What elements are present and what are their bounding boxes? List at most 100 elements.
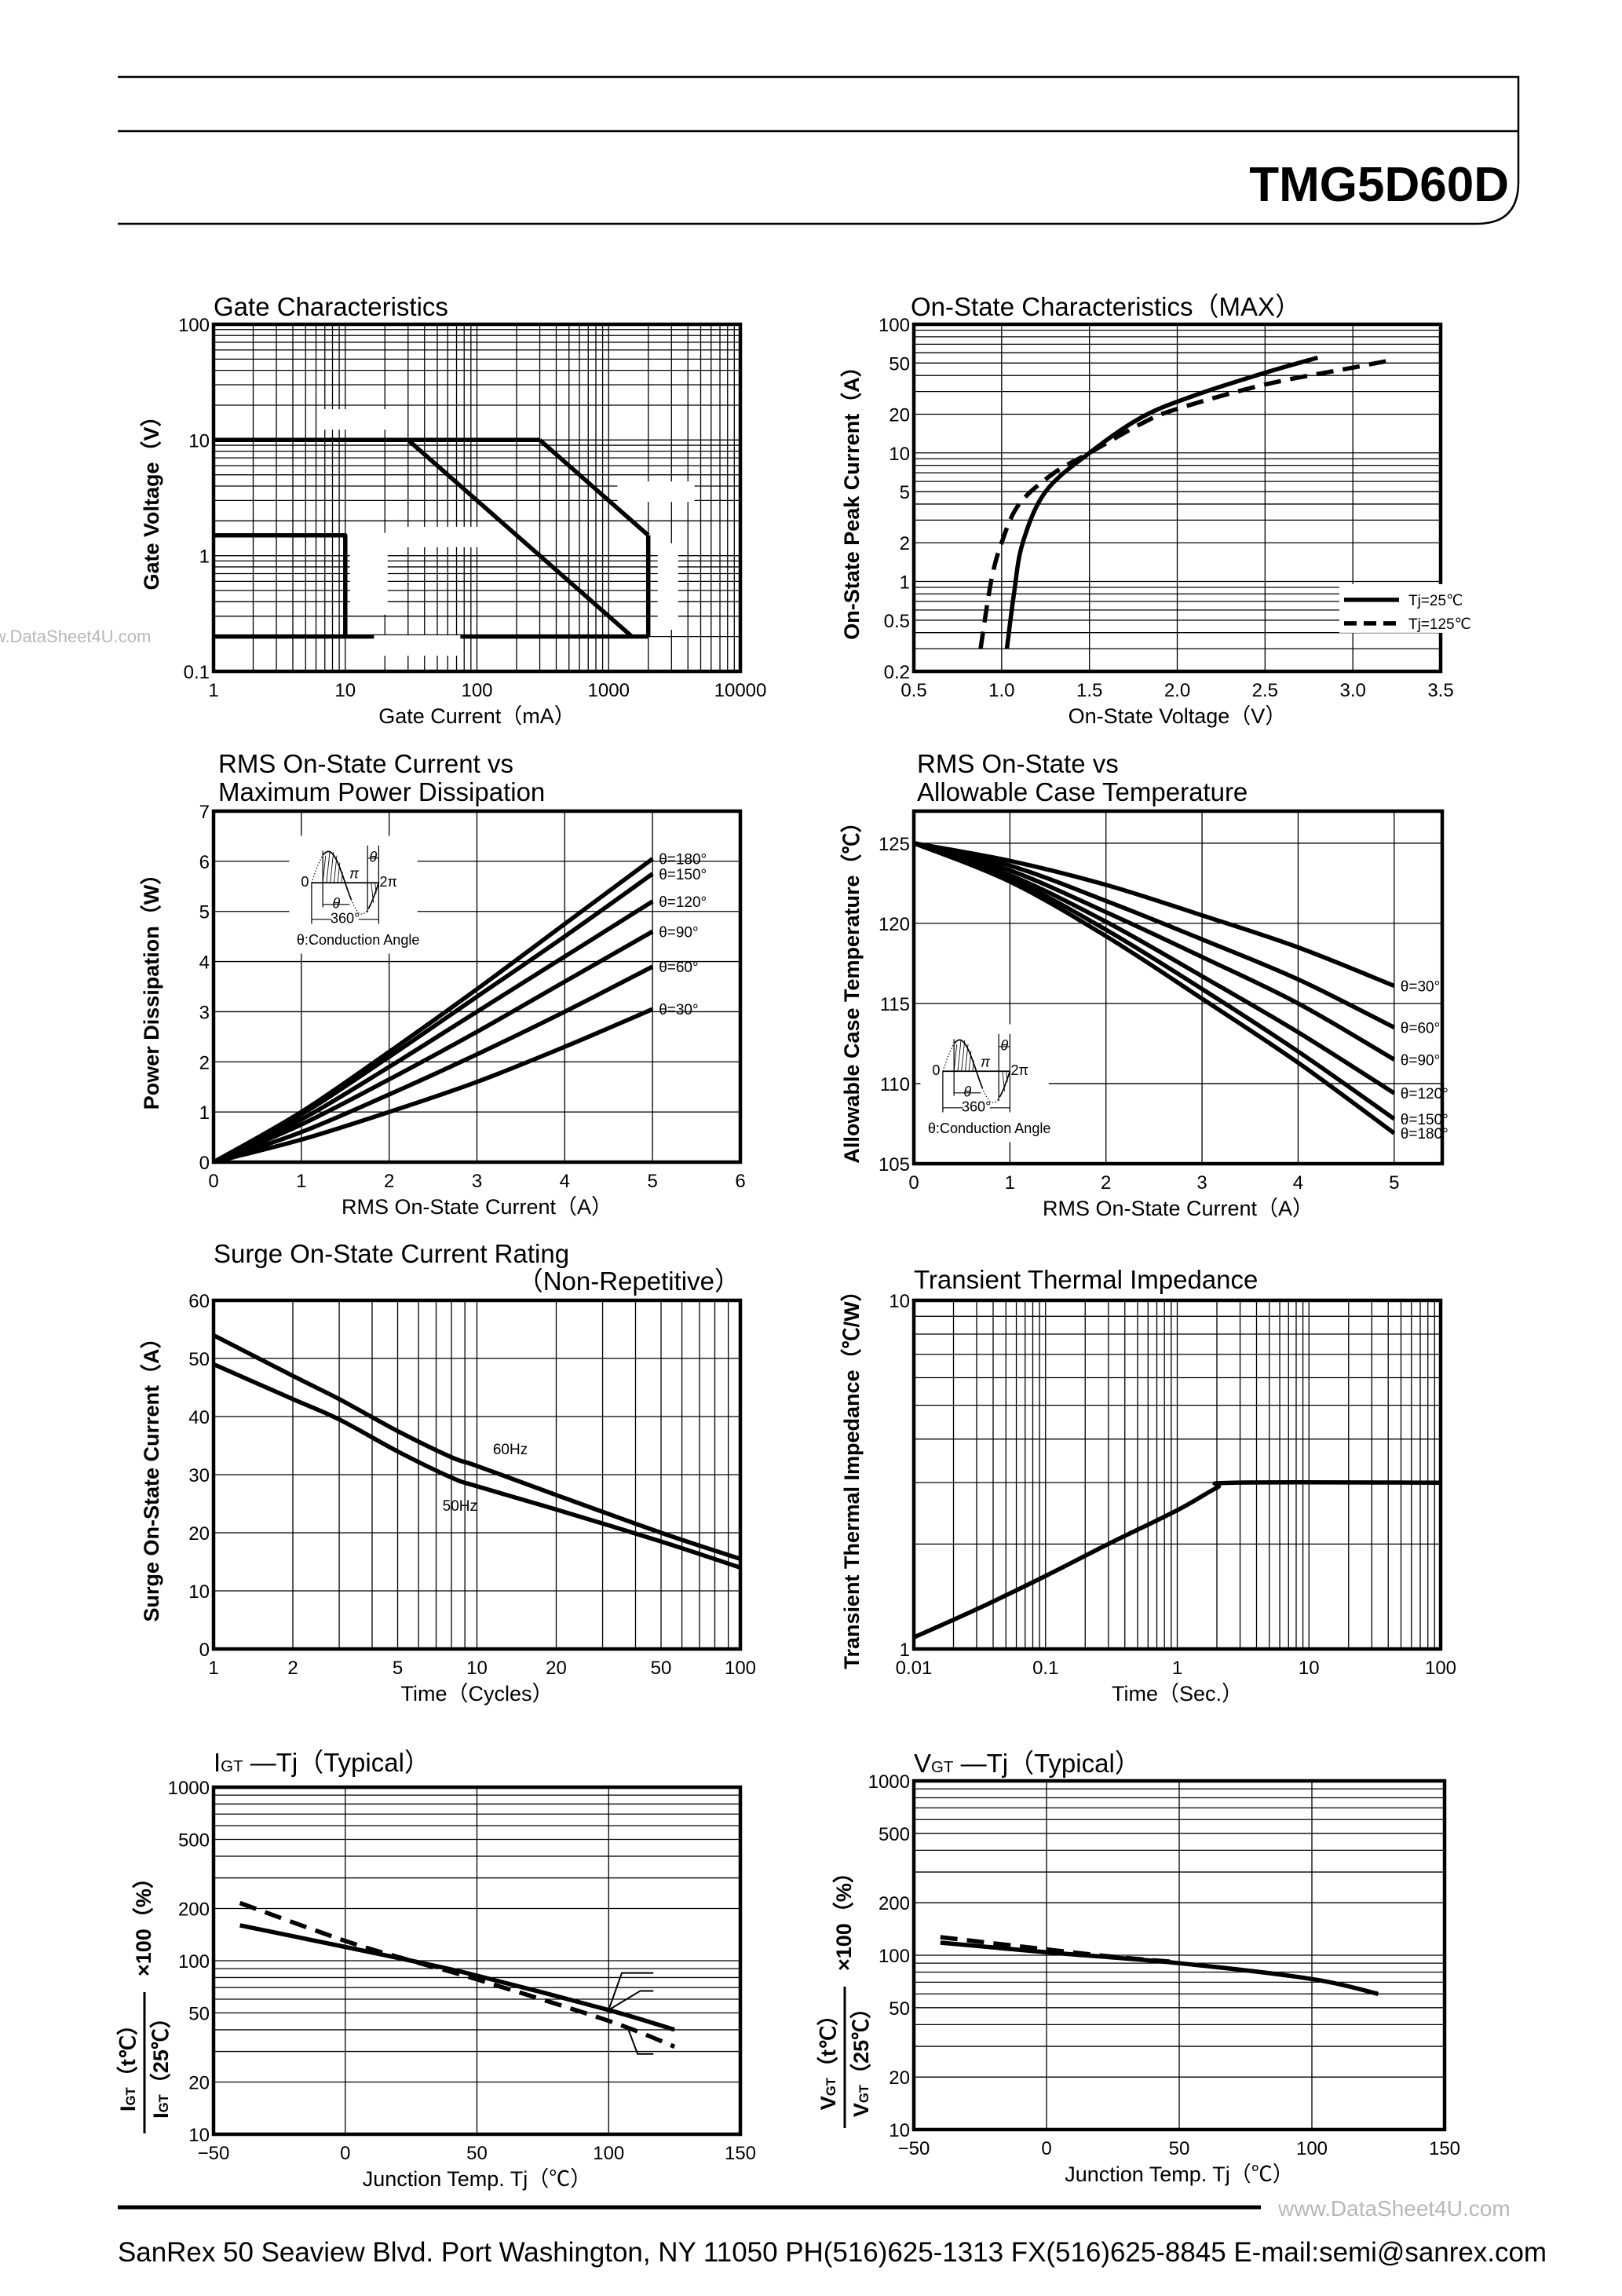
series-line-2 xyxy=(940,1935,1180,1965)
chart-title: IGT —Tj（Typical） xyxy=(214,1748,430,1777)
y-tick-label: 120 xyxy=(879,914,910,935)
y-tick-label: 10 xyxy=(889,444,910,465)
y-axis-label: IGT（t℃）IGT（25℃）×100（%） xyxy=(116,1867,173,2133)
series-label: 60Hz xyxy=(493,1442,528,1458)
x-axis-label: Time（Cycles） xyxy=(400,1682,553,1706)
series-line-3 xyxy=(913,841,1396,1062)
y-tick-label: 100 xyxy=(879,1946,910,1967)
page-footer: www.DataSheet4U.com SanRex 50 Seaview Bl… xyxy=(118,2196,1547,2268)
legend-label: Tj=125℃ xyxy=(1408,616,1471,633)
series-line-2 xyxy=(212,872,654,1164)
label-background xyxy=(617,481,695,503)
series-label: θ=180° xyxy=(1401,1126,1448,1143)
label-part: V xyxy=(914,1749,931,1778)
inset-label-bg xyxy=(963,1101,990,1113)
plot-frame xyxy=(211,322,743,674)
y-tick-label: 50 xyxy=(188,1349,210,1370)
x-tick-label: 50 xyxy=(1169,2138,1190,2159)
label-background xyxy=(374,635,461,656)
chart-title: Transient Thermal Impedance xyxy=(914,1265,1258,1294)
y-tick-label: 0.1 xyxy=(184,662,210,683)
x-tick-label: 100 xyxy=(1425,1658,1456,1679)
gridlines xyxy=(914,1781,1445,2130)
y-tick-label: 100 xyxy=(879,315,910,336)
inset-background xyxy=(920,1024,1049,1143)
x-tick-label: 1 xyxy=(208,1658,218,1679)
y-tick-label: 1 xyxy=(199,1102,210,1124)
sine-dotted xyxy=(981,1088,999,1103)
y-tick-label: 115 xyxy=(880,994,910,1015)
x-axis-label: Junction Temp. Tj（℃） xyxy=(363,2167,592,2191)
series-line-6 xyxy=(213,1007,654,1164)
y-label-denominator: IGT（25℃） xyxy=(149,2007,173,2119)
series-line-1 xyxy=(912,1479,1441,1640)
series-line-2 xyxy=(239,1900,676,2049)
gridlines xyxy=(914,811,1442,1164)
label-part: —Tj（Typical） xyxy=(953,1749,1140,1778)
inset-label: π xyxy=(981,1055,991,1070)
y-tick-label: 20 xyxy=(889,2067,910,2089)
series-line-1 xyxy=(913,841,1395,989)
x-tick-label: 0 xyxy=(340,2143,350,2164)
y-tick-label: 2 xyxy=(900,533,910,554)
x-tick-label: 3 xyxy=(1196,1172,1207,1194)
y-tick-label: 20 xyxy=(188,1523,210,1545)
x-tick-label: −50 xyxy=(198,2143,230,2164)
series-line-1 xyxy=(1004,355,1319,649)
sine-conducting xyxy=(367,882,380,909)
y-tick-label: 0 xyxy=(199,1153,210,1174)
x-tick-label: 2 xyxy=(384,1171,394,1192)
x-tick-label: 100 xyxy=(593,2143,624,2164)
series-line-1 xyxy=(212,857,654,1164)
x-tick-label: 6 xyxy=(735,1171,745,1192)
y-tick-label: 50 xyxy=(889,353,910,375)
chart-title: On-State Characteristics（MAX） xyxy=(911,292,1301,321)
y-axis-label: On-State Peak Current（A） xyxy=(840,356,864,640)
series-label: θ=120° xyxy=(659,894,707,911)
label-part: （25℃） xyxy=(149,2007,173,2094)
x-tick-label: 100 xyxy=(461,680,492,701)
series-line-2 xyxy=(978,358,1389,649)
x-tick-label: 1 xyxy=(208,680,218,701)
x-tick-label: 3.5 xyxy=(1427,680,1453,701)
x-tick-label: 10 xyxy=(1299,1658,1320,1679)
x-axis-label: On-State Voltage（V） xyxy=(1069,704,1287,728)
x-tick-label: 2.5 xyxy=(1252,680,1278,701)
gridlines xyxy=(914,1300,1441,1649)
y-axis-label: VGT（t℃）VGT（25℃）×100（%） xyxy=(816,1862,873,2128)
label-part: GT xyxy=(857,2084,871,2103)
series-label: θ=30° xyxy=(659,1002,698,1018)
inset-label: θ xyxy=(369,850,377,865)
y-tick-label: 0.2 xyxy=(884,662,910,683)
y-tick-label: 1000 xyxy=(168,1778,210,1799)
hatch-line xyxy=(330,851,334,883)
leader-line xyxy=(608,1972,654,2011)
footer-address: SanRex 50 Seaview Blvd. Port Washington,… xyxy=(118,2237,1547,2268)
y-tick-label: 100 xyxy=(178,1951,210,1972)
series-label: θ=30° xyxy=(1401,979,1440,996)
label-part: GT xyxy=(824,2077,838,2096)
page-header: TMG5D60D xyxy=(118,75,1520,225)
inset-label: 2π xyxy=(380,874,398,890)
x-tick-label: 1 xyxy=(1172,1658,1182,1679)
series-line-5 xyxy=(406,438,634,638)
y-tick-label: 4 xyxy=(199,952,210,974)
x-axis-label: Time（Sec.） xyxy=(1112,1682,1243,1706)
x-axis-label: Junction Temp. Tj（℃） xyxy=(1065,2163,1294,2186)
label-part: GT xyxy=(221,1757,243,1775)
x-tick-label: 4 xyxy=(1293,1172,1303,1194)
sine-conducting xyxy=(954,1039,984,1088)
series-line-1 xyxy=(212,1333,741,1561)
chart-title: RMS On-State Current vs xyxy=(218,749,513,778)
y-axis-label: Surge On-State Current（A） xyxy=(140,1327,163,1621)
x-tick-label: 2 xyxy=(287,1658,298,1679)
hatch-line xyxy=(957,1040,962,1072)
series-label: θ=150° xyxy=(659,867,707,883)
plot-frame xyxy=(211,1298,743,1651)
label-part: I xyxy=(149,2112,173,2119)
x-tick-label: 1 xyxy=(296,1171,306,1192)
